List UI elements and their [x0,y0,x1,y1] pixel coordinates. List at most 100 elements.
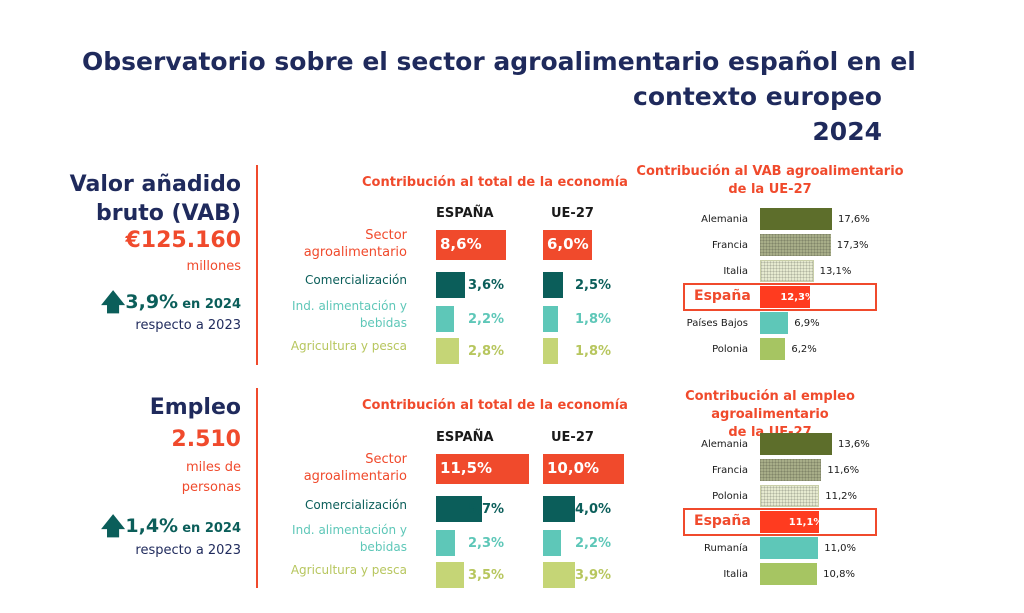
bar-label-espana-3: 2,8% [468,344,505,359]
bar-espana-2 [436,306,454,332]
vab-title: Valor añadido bruto (VAB) [1,170,241,228]
country-label: Francia [711,240,748,251]
cat-sector-line-2: agroalimentario [303,469,407,484]
bar-label-espana-2: 2,3% [468,536,505,551]
vab-cat-sector: Sector agroalimentario [232,227,407,261]
bar-espana-3 [436,338,459,364]
bar-label-espana-0: 8,6% [440,235,482,253]
empleo-cat-sector: Sector agroalimentario [232,451,407,485]
country-label: Francia [711,465,748,476]
bar-label-ue-1: 4,0% [575,502,612,517]
bar-ue-3 [543,338,558,364]
country-bar [760,312,789,334]
country-label: Italia [723,569,748,580]
up-arrow-icon: 🡅 [100,288,126,316]
country-bar [760,260,814,282]
country-value: 6,9% [794,318,820,329]
bar-espana-3 [436,562,465,588]
empleo-cat-ind: Ind. alimentación y bebidas [232,522,407,556]
vab-economy-chart-title: Contribución al total de la economía [362,175,628,190]
vab-value: €125.160 [125,228,241,253]
bar-label-ue-1: 2,5% [575,278,612,293]
country-label: Alemania [701,439,748,450]
bar-ue-3 [543,562,575,588]
title-line-2: contexto europeo [633,82,882,111]
country-value: 17,3% [836,240,869,251]
bar-ue-1 [543,496,576,522]
country-label: España [694,513,751,529]
country-label: Rumanía [704,543,748,554]
eu-vab-head-line-2: de la UE-27 [728,182,812,197]
country-bar [760,537,819,559]
vab-cat-com: Comercialización [305,273,407,287]
vab-growth-pct: 3,9% [125,291,179,313]
bar-label-ue-0: 10,0% [547,459,600,477]
bar-espana-0 [436,230,506,260]
empleo-economy-chart-title: Contribución al total de la economía [362,398,628,413]
vab-ue-col-head: UE-27 [551,206,594,221]
country-value: 6,2% [791,344,817,355]
vab-divider [256,165,258,365]
title-line-1: Observatorio sobre el sector agroaliment… [82,47,916,76]
country-value: 12,3% [780,292,816,303]
bar-label-espana-0: 11,5% [440,459,493,477]
bar-ue-2 [543,306,558,332]
empleo-cat-agr: Agricultura y pesca [290,563,407,577]
country-label: Alemania [701,214,748,225]
bar-ue-1 [543,272,564,298]
country-bar [760,234,831,256]
bar-label-espana-1: 5,7% [468,502,505,517]
empleo-cat-com: Comercialización [305,498,407,512]
bar-espana-1 [436,272,466,298]
cat-ind-line-1: Ind. alimentación y [292,523,407,537]
bar-label-espana-1: 3,6% [468,278,505,293]
bar-label-espana-3: 3,5% [468,568,505,583]
country-value: 13,6% [838,439,870,450]
cat-ind-line-1: Ind. alimentación y [292,299,407,313]
bar-label-ue-2: 1,8% [575,312,612,327]
country-value: 11,0% [824,543,857,554]
vab-unit: millones [186,259,241,274]
empleo-growth: 🡅1,4% en 2024 [1,509,241,550]
country-bar [760,563,818,585]
empleo-espana-col-head: ESPAÑA [436,430,494,445]
vab-growth-ref: respecto a 2023 [135,318,241,333]
country-label: Polonia [712,491,748,502]
vab-cat-ind: Ind. alimentación y bebidas [232,298,407,332]
bar-ue-0 [543,230,592,260]
bar-label-ue-3: 1,8% [575,344,612,359]
empleo-divider [256,388,258,588]
country-bar [760,459,822,481]
country-value: 11,1% [788,517,824,528]
bar-espana-2 [436,530,455,556]
country-label: Polonia [712,344,748,355]
cat-ind-line-2: bebidas [359,540,407,554]
page-title: Observatorio sobre el sector agroaliment… [82,44,916,149]
bar-espana-1 [436,496,483,522]
eu-emp-head-line-1: Contribución al empleo agroalimentario [685,389,855,422]
country-label: Italia [723,266,748,277]
cat-sector-line-1: Sector [365,452,407,467]
cat-ind-line-2: bebidas [359,316,407,330]
country-value: 13,1% [819,266,852,277]
country-bar [760,433,832,455]
bar-label-espana-2: 2,2% [468,312,505,327]
up-arrow-icon: 🡅 [100,512,126,540]
country-value: 11,6% [827,465,860,476]
country-bar [760,338,786,360]
country-label: Países Bajos [686,318,748,329]
empleo-unit-line-2: personas [181,480,241,495]
empleo-growth-ref: respecto a 2023 [135,543,241,558]
cat-sector-line-2: agroalimentario [303,245,407,260]
country-value: 17,6% [838,214,870,225]
espana-highlight-box [683,508,877,536]
title-line-3: 2024 [812,117,882,146]
bar-label-ue-3: 3,9% [575,568,612,583]
empleo-ue-col-head: UE-27 [551,430,594,445]
country-bar [760,511,819,533]
country-value: 11,2% [825,491,858,502]
empleo-unit: miles de personas [1,458,241,498]
bar-label-ue-2: 2,2% [575,536,612,551]
eu-vab-chart-title: Contribución al VAB agroalimentario de l… [625,163,915,199]
bar-label-ue-0: 6,0% [547,235,589,253]
